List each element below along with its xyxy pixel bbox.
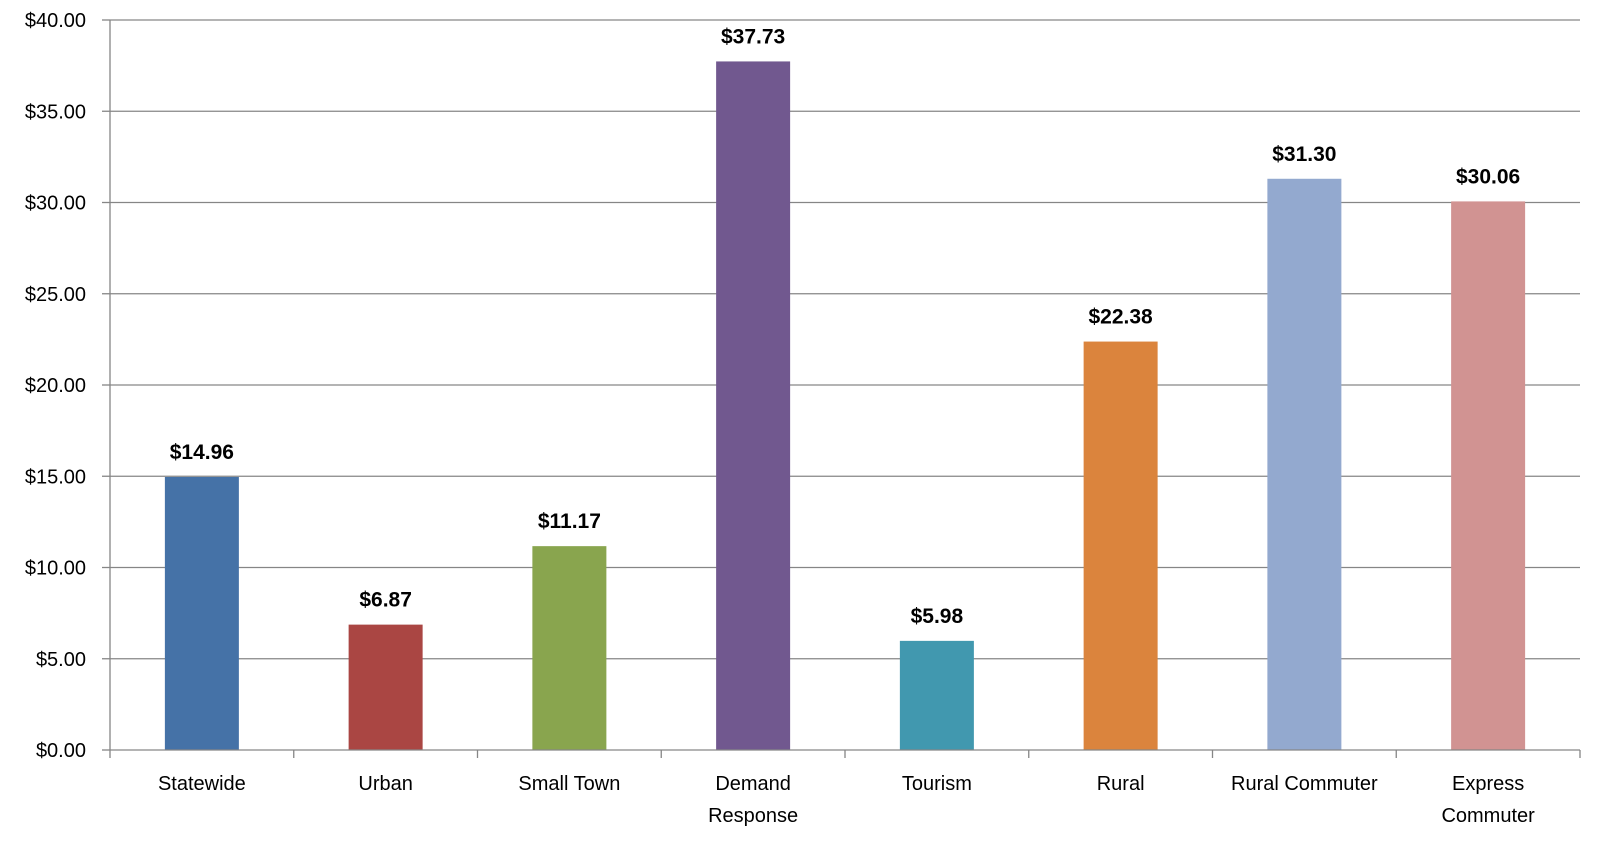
x-tick-label: Commuter xyxy=(1441,805,1535,827)
x-tick-label: Rural Commuter xyxy=(1231,773,1378,795)
data-label: $11.17 xyxy=(538,510,601,533)
y-tick-label: $35.00 xyxy=(25,101,86,123)
bar xyxy=(899,640,974,750)
x-axis-tick-labels: Statewide Urban Small Town Demand Response To… xyxy=(158,773,1535,827)
bar xyxy=(164,476,239,750)
data-label: $14.96 xyxy=(170,441,234,464)
bar xyxy=(532,546,607,750)
y-axis-tick-labels: $0.00 $5.00 $10.00 $15.00 $20.00 $25.00 $30.00… xyxy=(25,10,86,762)
x-tick-label: Urban xyxy=(358,773,412,795)
bars xyxy=(164,61,1526,751)
data-labels: $14.96 $6.87 $11.17 $37.73 $5.98 $22.38 $31.30… xyxy=(170,25,1520,627)
y-tick-label: $30.00 xyxy=(25,193,86,215)
x-tick-label: Response xyxy=(708,805,798,827)
x-tick-label: Rural xyxy=(1097,773,1145,795)
x-tick-label: Tourism xyxy=(902,773,972,795)
bar xyxy=(1451,201,1526,750)
data-label: $37.73 xyxy=(721,25,785,48)
axes xyxy=(102,19,1581,758)
x-tick-label: Express xyxy=(1452,773,1524,795)
y-tick-label: $20.00 xyxy=(25,375,86,397)
y-tick-label: $40.00 xyxy=(25,10,86,32)
data-label: $30.06 xyxy=(1456,165,1520,188)
bar xyxy=(1267,178,1342,750)
bar xyxy=(716,61,791,751)
y-tick-label: $25.00 xyxy=(25,284,86,306)
x-tick-label: Demand xyxy=(715,773,791,795)
bar xyxy=(1083,341,1158,750)
data-label: $6.87 xyxy=(359,589,412,612)
y-tick-label: $5.00 xyxy=(36,649,86,671)
gridlines xyxy=(110,19,1580,660)
data-label: $5.98 xyxy=(911,605,964,628)
data-label: $22.38 xyxy=(1089,306,1154,329)
x-tick-label: Small Town xyxy=(518,773,620,795)
x-tick-label: Statewide xyxy=(158,773,246,795)
y-tick-label: $10.00 xyxy=(25,558,86,580)
y-tick-label: $15.00 xyxy=(25,466,86,488)
data-label: $31.30 xyxy=(1272,143,1336,166)
y-tick-label: $0.00 xyxy=(36,740,86,762)
bar xyxy=(348,624,423,750)
